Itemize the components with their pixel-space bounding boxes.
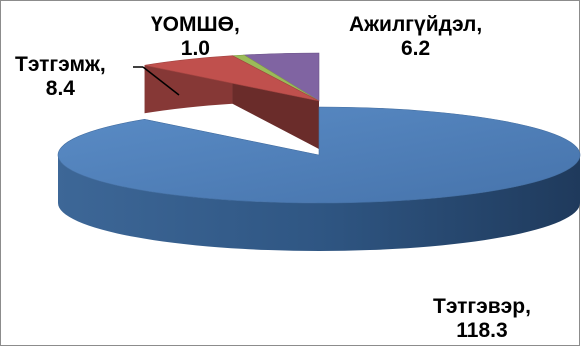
data-label-name: Тэтгэмж, <box>15 53 106 76</box>
data-label-value: 6.2 <box>401 37 431 60</box>
leader-line <box>142 66 180 96</box>
pie-slice-0 <box>57 106 581 204</box>
data-label-unemployment: Ажилгүйдэл, 6.2 <box>349 13 482 61</box>
data-label-name: ҮОМШӨ, <box>151 13 240 36</box>
data-label-name: Ажилгүйдэл, <box>349 13 483 36</box>
data-label-value: 8.4 <box>45 77 75 100</box>
data-label-value: 1.0 <box>180 37 210 60</box>
pie-slice-1 <box>144 55 320 102</box>
data-label-pension: Тэтгэвэр, 118.3 <box>433 295 531 343</box>
data-label-omsho: ҮОМШӨ, 1.0 <box>151 13 240 61</box>
data-label-value: 118.3 <box>456 319 508 342</box>
data-label-benefit: Тэтгэмж, 8.4 <box>15 53 106 101</box>
data-label-name: Тэтгэвэр, <box>433 295 531 318</box>
